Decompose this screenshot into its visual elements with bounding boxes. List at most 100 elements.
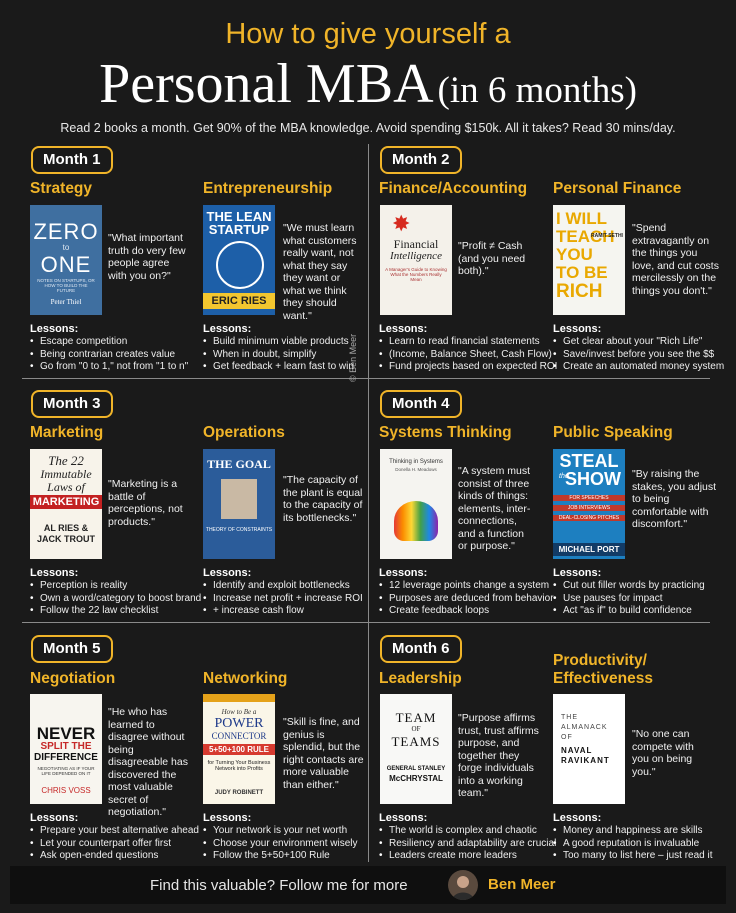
- lessons-heading: Lessons:: [30, 812, 79, 824]
- cover-text: THE GOAL: [207, 457, 271, 471]
- list-item: Act "as if" to build confidence: [553, 605, 733, 618]
- book-quote: "We must learn what customers really wan…: [283, 222, 357, 322]
- book-cover: ZERO to ONE NOTES ON STARTUPS, OR HOW TO…: [30, 205, 102, 315]
- category-title: Operations: [203, 424, 285, 441]
- lessons-list: Money and happiness are skills A good re…: [553, 825, 733, 863]
- person-icon: [452, 876, 474, 900]
- lessons-list: Build minimum viable products When in do…: [203, 336, 383, 374]
- cover-text: for Turning Your Business Network into P…: [207, 760, 271, 772]
- cover-text: JACK TROUT: [37, 534, 95, 544]
- cover-text: STEAL: [559, 451, 619, 471]
- list-item: Leaders create more leaders: [379, 850, 559, 863]
- cover-text: STARTUP: [208, 222, 270, 237]
- lessons-heading: Lessons:: [203, 567, 252, 579]
- cover-text: SHOW: [565, 469, 621, 489]
- list-item: Increase net profit + increase ROI: [203, 593, 383, 606]
- list-item: The world is complex and chaotic: [379, 825, 559, 838]
- cover-text: The 22: [48, 453, 84, 468]
- list-item: Choose your environment wisely: [203, 838, 383, 851]
- cover-text: Laws of: [47, 480, 85, 494]
- category-title: Finance/Accounting: [379, 180, 528, 197]
- cover-text: NEGOTIATING AS IF YOUR LIFE DEPENDED ON …: [37, 766, 95, 776]
- category-title: Systems Thinking: [379, 424, 512, 441]
- footer: Find this valuable? Follow me for more B…: [10, 866, 726, 904]
- avatar[interactable]: [448, 870, 478, 900]
- lessons-list: Perception is reality Own a word/categor…: [30, 580, 210, 618]
- cover-text: RICH: [556, 281, 603, 302]
- month-badge-5: Month 5: [31, 635, 113, 663]
- list-item: Get clear about your "Rich Life": [553, 336, 733, 349]
- list-item: Money and happiness are skills: [553, 825, 733, 838]
- book-cover: How to Be a POWER CONNECTOR 5+50+100 RUL…: [203, 694, 275, 804]
- book-cover: The 22 Immutable Laws of MARKETING AL RI…: [30, 449, 102, 559]
- list-item: Resiliency and adaptability are crucial: [379, 838, 559, 851]
- slinky-image: [394, 501, 438, 541]
- book-cover: THE GOAL THEORY OF CONSTRAINTS: [203, 449, 275, 559]
- cover-text: NEVER: [36, 724, 96, 743]
- book-quote: "Profit ≠ Cash (and you need both).": [458, 240, 526, 277]
- author-name[interactable]: Ben Meer: [488, 876, 556, 893]
- book-cover: TEAM OF TEAMS GENERAL STANLEY McCHRYSTAL: [380, 694, 452, 804]
- cover-text: RAVIKANT: [561, 756, 610, 765]
- cover-text: SPLIT THE: [40, 741, 92, 752]
- book-cover: Thinking in Systems Donella H. Meadows: [380, 449, 452, 559]
- cover-photo: [221, 479, 257, 519]
- book-cover: ✸ Financial Intelligence A Manager's Gui…: [380, 205, 452, 315]
- cover-text: POWER: [214, 716, 264, 731]
- star-icon: ✸: [392, 211, 411, 236]
- lessons-heading: Lessons:: [553, 567, 602, 579]
- lessons-list: 12 leverage points change a system Purpo…: [379, 580, 559, 618]
- lessons-heading: Lessons:: [553, 812, 602, 824]
- category-title: Marketing: [30, 424, 104, 441]
- category-title: Strategy: [30, 180, 93, 197]
- cover-text: Donella H. Meadows: [395, 467, 437, 472]
- cover-text: MARKETING: [30, 495, 102, 509]
- cover-text: THEORY OF CONSTRAINTS: [205, 527, 273, 533]
- category-title: Personal Finance: [553, 180, 682, 197]
- lessons-list: Get clear about your "Rich Life" Save/in…: [553, 336, 733, 374]
- divider-horizontal-2: [22, 622, 710, 623]
- book-cover: THE LEAN STARTUP ERIC RIES: [203, 205, 275, 315]
- cover-text: DIFFERENCE: [34, 752, 98, 763]
- lessons-list: Your network is your net worth Choose yo…: [203, 825, 383, 863]
- lessons-list: Identify and exploit bottlenecks Increas…: [203, 580, 383, 618]
- list-item: (Income, Balance Sheet, Cash Flow): [379, 349, 559, 362]
- month-badge-1: Month 1: [31, 146, 113, 174]
- lessons-heading: Lessons:: [203, 323, 252, 335]
- book-cover: THE ALMANACK OF NAVAL RAVIKANT: [553, 694, 625, 804]
- cover-text: the: [559, 473, 569, 480]
- lessons-list: Escape competition Being contrarian crea…: [30, 336, 210, 374]
- book-quote: "What important truth do very few people…: [108, 232, 186, 282]
- cover-text: TO BE: [556, 263, 608, 282]
- cover-text: TEAM: [395, 710, 437, 725]
- title-main-small: (in 6 months): [437, 70, 637, 111]
- title-main: Personal MBA (in 6 months): [0, 52, 736, 116]
- list-item: Prepare your best alternative ahead: [30, 825, 210, 838]
- list-item: + increase cash flow: [203, 605, 383, 618]
- list-item: Go from "0 to 1," not from "1 to n": [30, 361, 210, 374]
- list-item: Perception is reality: [30, 580, 210, 593]
- cover-text: NAVAL: [561, 746, 593, 755]
- book-quote: "By raising the stakes, you adjust to be…: [632, 468, 717, 530]
- month-badge-3: Month 3: [31, 390, 113, 418]
- book-quote: "Spend extravagantly on the things you l…: [632, 222, 719, 297]
- cover-text: NOTES ON STARTUPS, OR HOW TO BUILD THE F…: [37, 278, 95, 293]
- cover-text: How to Be a: [221, 708, 257, 716]
- category-title: Entrepreneurship: [203, 180, 333, 197]
- book-cover: I WILL TEACH YOU TO BE RICH RAMIT SETHI: [553, 205, 625, 315]
- cover-text: YOU: [556, 245, 593, 264]
- cover-text: I WILL: [556, 209, 607, 228]
- lessons-heading: Lessons:: [379, 812, 428, 824]
- month-badge-2: Month 2: [380, 146, 462, 174]
- cover-text: to: [62, 243, 70, 252]
- cover-text: CHRIS VOSS: [41, 786, 91, 795]
- list-item: When in doubt, simplify: [203, 349, 383, 362]
- cover-text: TEAMS: [391, 734, 441, 749]
- cover-text: JOB INTERVIEWS: [553, 505, 625, 511]
- book-quote: "Purpose affirms trust, trust affirms pu…: [458, 712, 539, 799]
- cover-text: ZERO: [33, 219, 99, 244]
- cover-text: 5+50+100 RULE: [203, 744, 275, 755]
- book-quote: "A system must consist of three kinds of…: [458, 465, 531, 552]
- cover-text: McCHRYSTAL: [389, 774, 443, 783]
- book-quote: "He who has learned to disagree without …: [108, 706, 188, 818]
